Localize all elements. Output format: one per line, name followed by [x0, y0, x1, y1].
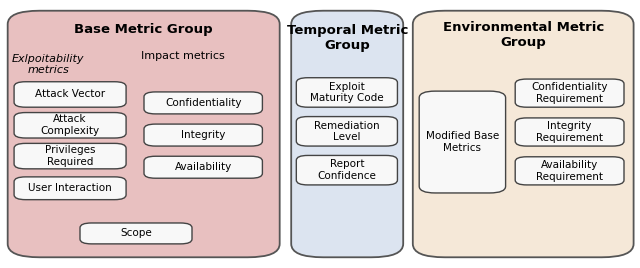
Text: Integrity: Integrity: [181, 130, 225, 140]
Text: Integrity
Requirement: Integrity Requirement: [536, 121, 603, 143]
FancyBboxPatch shape: [419, 91, 506, 193]
Text: Attack
Complexity: Attack Complexity: [40, 114, 100, 136]
FancyBboxPatch shape: [296, 155, 397, 185]
Text: Confidentiality: Confidentiality: [165, 98, 241, 108]
Text: Availability: Availability: [175, 162, 232, 172]
Text: Impact metrics: Impact metrics: [141, 51, 224, 61]
FancyBboxPatch shape: [515, 118, 624, 146]
Text: Remediation
Level: Remediation Level: [314, 121, 380, 142]
FancyBboxPatch shape: [8, 11, 280, 257]
Text: Exlpoitability
metrics: Exlpoitability metrics: [12, 54, 84, 75]
FancyBboxPatch shape: [14, 143, 126, 169]
FancyBboxPatch shape: [80, 223, 192, 244]
Text: Confidentiality
Requirement: Confidentiality Requirement: [531, 82, 608, 104]
FancyBboxPatch shape: [413, 11, 634, 257]
FancyBboxPatch shape: [14, 82, 126, 107]
FancyBboxPatch shape: [296, 78, 397, 107]
Text: Temporal Metric
Group: Temporal Metric Group: [287, 24, 408, 51]
Text: User Interaction: User Interaction: [28, 183, 112, 193]
Text: Availability
Requirement: Availability Requirement: [536, 160, 603, 182]
Text: Base Metric Group: Base Metric Group: [74, 23, 213, 36]
FancyBboxPatch shape: [144, 156, 262, 178]
FancyBboxPatch shape: [144, 124, 262, 146]
Text: Modified Base
Metrics: Modified Base Metrics: [426, 131, 499, 153]
Text: Scope: Scope: [120, 228, 152, 239]
FancyBboxPatch shape: [296, 117, 397, 146]
Text: Environmental Metric
Group: Environmental Metric Group: [443, 21, 604, 49]
Text: Report
Confidence: Report Confidence: [317, 159, 376, 181]
Text: Exploit
Maturity Code: Exploit Maturity Code: [310, 82, 384, 103]
FancyBboxPatch shape: [515, 79, 624, 107]
FancyBboxPatch shape: [14, 113, 126, 138]
Text: Privileges
Required: Privileges Required: [45, 145, 95, 167]
FancyBboxPatch shape: [14, 177, 126, 200]
FancyBboxPatch shape: [291, 11, 403, 257]
FancyBboxPatch shape: [515, 157, 624, 185]
FancyBboxPatch shape: [144, 92, 262, 114]
Text: Attack Vector: Attack Vector: [35, 90, 105, 99]
